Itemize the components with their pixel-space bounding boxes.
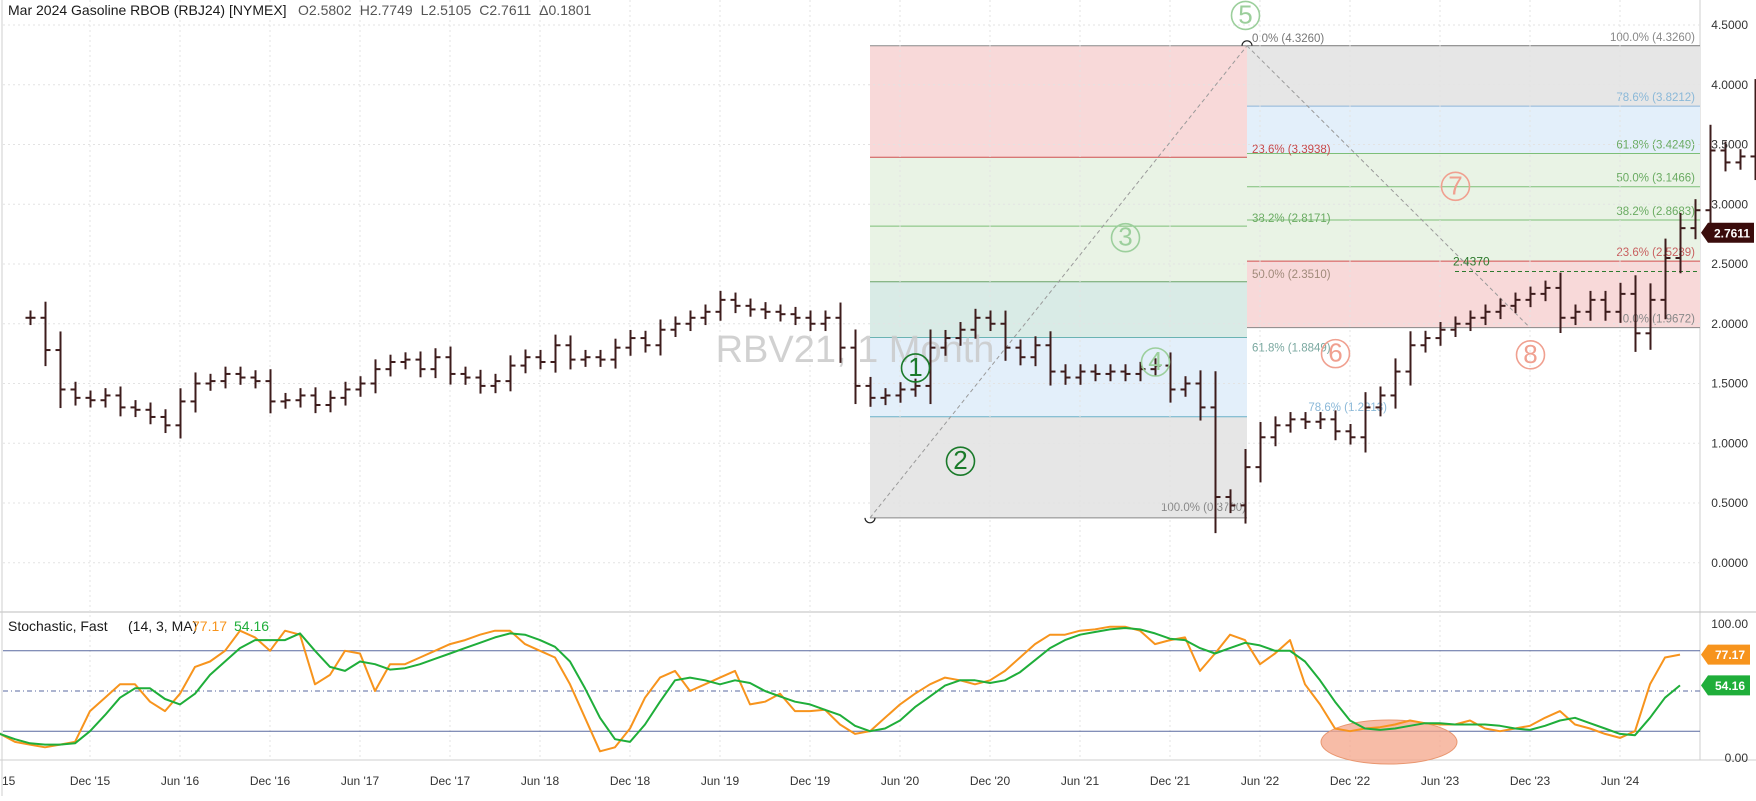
midline-label: 2.4370 bbox=[1453, 255, 1490, 269]
fib1-level-label: 100.0% (0.3760) bbox=[1161, 502, 1246, 514]
ohlc-open: O2.5802 bbox=[298, 2, 352, 18]
time-tick-label: Dec '21 bbox=[1150, 774, 1191, 788]
stoch-d-badge-text: 54.16 bbox=[1715, 679, 1745, 693]
fib2-level-label: 50.0% (3.1466) bbox=[1616, 173, 1695, 185]
fib1-zone bbox=[870, 157, 1247, 226]
fib2-level-label: 61.8% (3.4249) bbox=[1616, 139, 1695, 151]
chart-title: Mar 2024 Gasoline RBOB (RBJ24) [NYMEX] bbox=[8, 2, 287, 18]
price-tick-label: 2.0000 bbox=[1711, 317, 1748, 331]
fib1-level-label: 61.8% (1.8849) bbox=[1252, 343, 1331, 355]
price-tick-label: 0.5000 bbox=[1711, 496, 1748, 510]
wave-label-number: 5 bbox=[1238, 0, 1252, 29]
time-tick-label: Jun '20 bbox=[881, 774, 920, 788]
ohlc-high: H2.7749 bbox=[360, 2, 413, 18]
time-tick-label: Dec '19 bbox=[790, 774, 831, 788]
time-tick-label: Jun '17 bbox=[341, 774, 380, 788]
fib1-level-label: 78.6% (1.2213) bbox=[1308, 402, 1387, 414]
wave-label-number: 1 bbox=[908, 352, 922, 382]
wave-label-number: 4 bbox=[1148, 346, 1162, 376]
fib2-level-label: 100.0% (4.3260) bbox=[1610, 32, 1695, 44]
fib1-level-label: 50.0% (2.3510) bbox=[1252, 269, 1331, 281]
stoch-k-badge-text: 77.17 bbox=[1715, 648, 1745, 662]
time-tick-label: Dec '23 bbox=[1510, 774, 1551, 788]
time-tick-label: Jun '16 bbox=[161, 774, 200, 788]
stoch-tick-label: 0.00 bbox=[1725, 751, 1749, 765]
price-tick-label: 4.0000 bbox=[1711, 78, 1748, 92]
price-tick-label: 1.5000 bbox=[1711, 377, 1748, 391]
ohlc-close: C2.7611 bbox=[479, 2, 531, 18]
fib1-level-label: 23.6% (3.3938) bbox=[1252, 144, 1331, 156]
time-tick-label: Jun '19 bbox=[701, 774, 740, 788]
wave-label-number: 3 bbox=[1118, 222, 1132, 252]
time-tick-label: Dec '18 bbox=[610, 774, 651, 788]
ohlc-change: Δ0.1801 bbox=[539, 2, 591, 18]
time-tick-label: Dec '15 bbox=[70, 774, 111, 788]
stoch-highlight-ellipse bbox=[1321, 720, 1457, 764]
time-tick-label: Jun '21 bbox=[1061, 774, 1100, 788]
fib1-zone bbox=[870, 226, 1247, 282]
price-tick-label: 4.5000 bbox=[1711, 18, 1748, 32]
wave-label-number: 2 bbox=[953, 445, 967, 475]
fib1-zone bbox=[870, 46, 1247, 157]
price-tick-label: 2.5000 bbox=[1711, 257, 1748, 271]
time-tick-label: Dec '16 bbox=[250, 774, 291, 788]
stoch-tick-label: 100.00 bbox=[1711, 617, 1748, 631]
time-tick-label: Dec '22 bbox=[1330, 774, 1371, 788]
fib2-level-label: 23.6% (2.5239) bbox=[1616, 247, 1695, 259]
price-tick-label: 3.0000 bbox=[1711, 197, 1748, 211]
fib2-level-label: 38.2% (2.8683) bbox=[1616, 206, 1695, 218]
time-tick-label: Dec '20 bbox=[970, 774, 1011, 788]
fib1-level-label: 0.0% (4.3260) bbox=[1252, 33, 1324, 45]
time-tick-label: Jun '18 bbox=[521, 774, 560, 788]
stochastic-d-value: 54.16 bbox=[234, 618, 269, 634]
fib2-level-label: 78.6% (3.8212) bbox=[1616, 92, 1695, 104]
fib1-level-label: 38.2% (2.8171) bbox=[1252, 213, 1331, 225]
last-price-label: 2.7611 bbox=[1714, 226, 1750, 240]
price-tick-label: 1.0000 bbox=[1711, 436, 1748, 450]
price-tick-label: 0.0000 bbox=[1711, 556, 1748, 570]
ohlc-low: L2.5105 bbox=[421, 2, 472, 18]
time-tick-label: Dec '17 bbox=[430, 774, 471, 788]
wave-label-number: 8 bbox=[1523, 339, 1537, 369]
stochastic-title: Stochastic, Fast bbox=[8, 618, 108, 634]
time-tick-label: Jun '23 bbox=[1421, 774, 1460, 788]
wave-label-number: 7 bbox=[1448, 170, 1462, 200]
time-tick-label: Jun '22 bbox=[1241, 774, 1280, 788]
wave-label-number: 6 bbox=[1328, 338, 1342, 368]
stochastic-k-value: 77.17 bbox=[192, 618, 227, 634]
stochastic-params: (14, 3, MA) bbox=[128, 618, 197, 634]
time-tick-label: 15 bbox=[2, 774, 16, 788]
price-tick-label: 3.5000 bbox=[1711, 138, 1748, 152]
time-tick-label: Jun '24 bbox=[1601, 774, 1640, 788]
